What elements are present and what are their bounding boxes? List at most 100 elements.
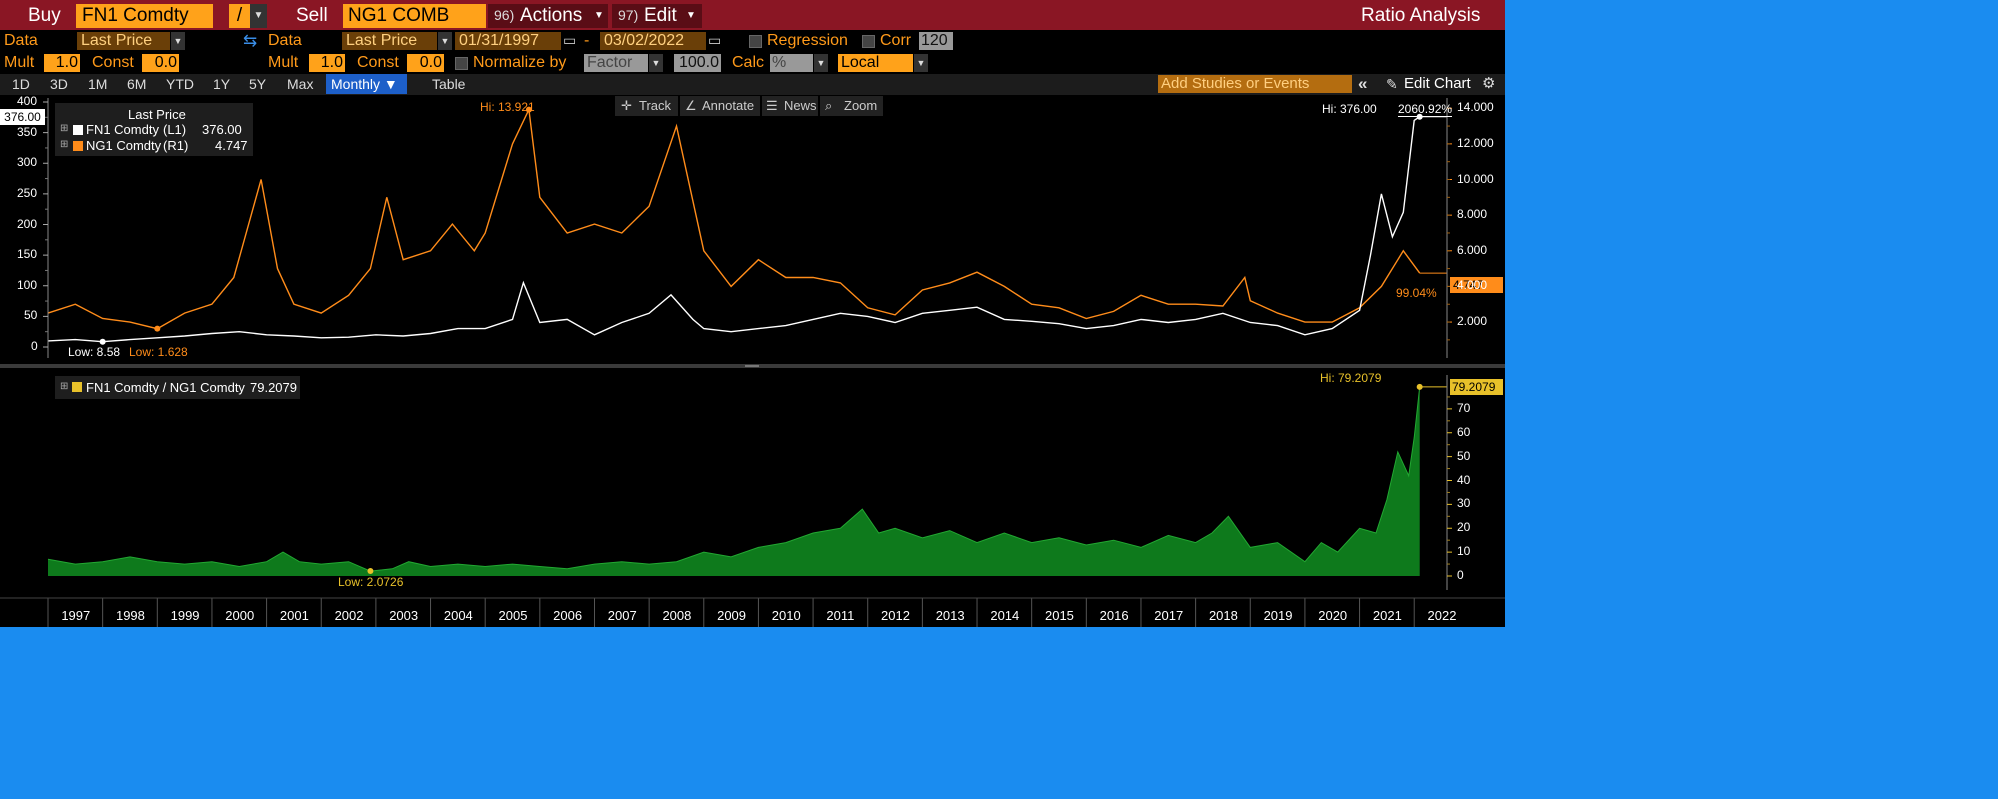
normalize-checkbox[interactable] — [455, 57, 468, 70]
left-tick-label: 150 — [17, 247, 38, 262]
year-label: 2011 — [826, 608, 855, 623]
calc-field[interactable]: % — [770, 54, 813, 72]
year-label: 2014 — [990, 608, 1020, 623]
gear-icon[interactable]: ⚙ — [1482, 75, 1496, 92]
lower-tick-label: 50 — [1457, 448, 1471, 463]
const2-field[interactable]: 0.0 — [407, 54, 444, 72]
ratio-high-marker — [1416, 383, 1423, 390]
annotate-icon: ∠ — [685, 98, 697, 113]
normalize-field[interactable]: Factor — [584, 54, 648, 72]
ratio-legend-value: 79.2079 — [250, 380, 297, 395]
swap-icon[interactable]: ⇆ — [243, 31, 258, 50]
data-field[interactable]: Last Price — [77, 32, 170, 50]
track-button[interactable]: ✛ Track — [615, 96, 678, 116]
calc-dropdown-icon[interactable]: ▼ — [814, 54, 828, 72]
range-ytd[interactable]: YTD — [166, 76, 194, 92]
operator-dropdown-icon[interactable]: ▼ — [250, 4, 267, 28]
fn1-legend-value: 376.00 — [202, 122, 242, 137]
data2-field[interactable]: Last Price — [342, 32, 437, 50]
frequency-dropdown[interactable]: Monthly ▼ — [326, 74, 407, 94]
pane-divider — [0, 364, 1505, 368]
ratio-axis-tag: 79.2079 — [1450, 379, 1503, 395]
sell-label: Sell — [296, 5, 328, 26]
range-1y[interactable]: 1Y — [213, 76, 231, 92]
left-tick-label: 200 — [17, 216, 38, 231]
actions-num: 96) — [494, 7, 515, 23]
ratio-high-label: Hi: 79.2079 — [1320, 371, 1382, 385]
news-icon: ☰ — [766, 98, 778, 113]
bloomberg-ratio-window: Buy FN1 Comdty / ▼ Sell NG1 COMB Con 96)… — [0, 0, 1505, 627]
currency-field[interactable]: Local — [838, 54, 913, 72]
annotate-button[interactable]: ∠ Annotate — [680, 96, 760, 116]
edit-num: 97) — [618, 7, 639, 23]
currency-dropdown-icon[interactable]: ▼ — [914, 54, 928, 72]
studies-input[interactable]: Add Studies or Events — [1158, 75, 1352, 93]
actions-dropdown-icon: ▼ — [594, 10, 604, 21]
year-label: 2017 — [1154, 608, 1184, 623]
collapse-icon[interactable]: « — [1358, 74, 1368, 93]
legend-expand-icon-ratio[interactable]: ⊞ — [60, 381, 69, 392]
range-3d[interactable]: 3D — [50, 76, 68, 92]
data-dropdown-icon[interactable]: ▼ — [171, 32, 185, 50]
data2-dropdown-icon[interactable]: ▼ — [438, 32, 452, 50]
legend-expand-icon-fn1[interactable]: ⊞ — [60, 123, 69, 134]
const-field[interactable]: 0.0 — [142, 54, 179, 72]
operator-field[interactable]: / — [229, 4, 250, 28]
fn1-series-line — [47, 116, 1421, 343]
table-button[interactable]: Table — [432, 76, 466, 92]
start-date-field[interactable]: 01/31/1997 — [455, 32, 561, 50]
normalize-label: Normalize by — [473, 54, 567, 71]
mult2-field[interactable]: 1.0 — [309, 54, 345, 72]
ng1-legend-name: NG1 Comdty — [86, 138, 162, 153]
year-label: 1998 — [115, 608, 145, 623]
fn1-legend-tag: (L1) — [163, 122, 187, 137]
left-tick-label: 300 — [17, 155, 38, 170]
mult-field[interactable]: 1.0 — [44, 54, 80, 72]
edit-menu[interactable]: 97) Edit ▼ — [612, 4, 702, 28]
ratio-legend-name: FN1 Comdty / NG1 Comdty — [86, 380, 245, 395]
range-1d[interactable]: 1D — [12, 76, 30, 92]
buy-label: Buy — [28, 5, 61, 26]
end-date-field[interactable]: 03/02/2022 — [600, 32, 706, 50]
range-5y[interactable]: 5Y — [249, 76, 267, 92]
range-6m[interactable]: 6M — [127, 76, 147, 92]
calc-label: Calc — [732, 54, 765, 71]
year-label: 2008 — [662, 608, 692, 623]
ratio-swatch — [72, 382, 82, 392]
corr-window-field[interactable]: 120 — [919, 32, 953, 50]
buy-ticker-field[interactable]: FN1 Comdty — [76, 4, 213, 28]
actions-menu[interactable]: 96) Actions ▼ — [488, 4, 608, 28]
ratio-area-line — [47, 386, 1421, 572]
normalize-dropdown-icon[interactable]: ▼ — [649, 54, 663, 72]
sell-ticker-field[interactable]: NG1 COMB Con — [343, 4, 486, 28]
factor-field[interactable]: 100.0 — [674, 54, 721, 72]
start-calendar-icon[interactable]: ▭ — [563, 32, 577, 48]
edit-chart-button[interactable]: Edit Chart — [1404, 75, 1471, 92]
end-calendar-icon[interactable]: ▭ — [708, 32, 722, 48]
ng1-legend-tag: (R1) — [163, 138, 189, 153]
left-tick-label: 350 — [17, 124, 38, 139]
upper-legend: Last Price ⊞ FN1 Comdty (L1) 376.00 ⊞ NG… — [55, 103, 253, 156]
year-label: 2004 — [443, 608, 473, 623]
range-max[interactable]: Max — [287, 76, 314, 92]
regression-checkbox[interactable] — [749, 35, 762, 48]
right-tick-label: 2.000 — [1457, 314, 1488, 329]
ng1-low-label: Low: 1.628 — [129, 345, 188, 359]
year-label: 2002 — [334, 608, 364, 623]
header-bar — [0, 0, 1505, 30]
right-tick-label: 12.000 — [1457, 135, 1494, 150]
const-label: Const — [92, 54, 134, 71]
ng1-swatch — [73, 141, 83, 151]
zoom-button[interactable]: ⌕ Zoom — [820, 96, 883, 116]
fn1-low-marker — [99, 338, 106, 345]
right-tick-label: 14.000 — [1457, 100, 1494, 115]
year-label: 2012 — [881, 608, 910, 623]
pencil-icon[interactable]: ✎ — [1386, 76, 1398, 92]
corr-checkbox[interactable] — [862, 35, 875, 48]
fn1-swatch — [73, 125, 83, 135]
legend-expand-icon-ng1[interactable]: ⊞ — [60, 139, 69, 150]
news-label: News — [784, 98, 817, 113]
news-button[interactable]: ☰ News — [762, 96, 818, 116]
track-label: Track — [639, 98, 672, 113]
range-1m[interactable]: 1M — [88, 76, 108, 92]
